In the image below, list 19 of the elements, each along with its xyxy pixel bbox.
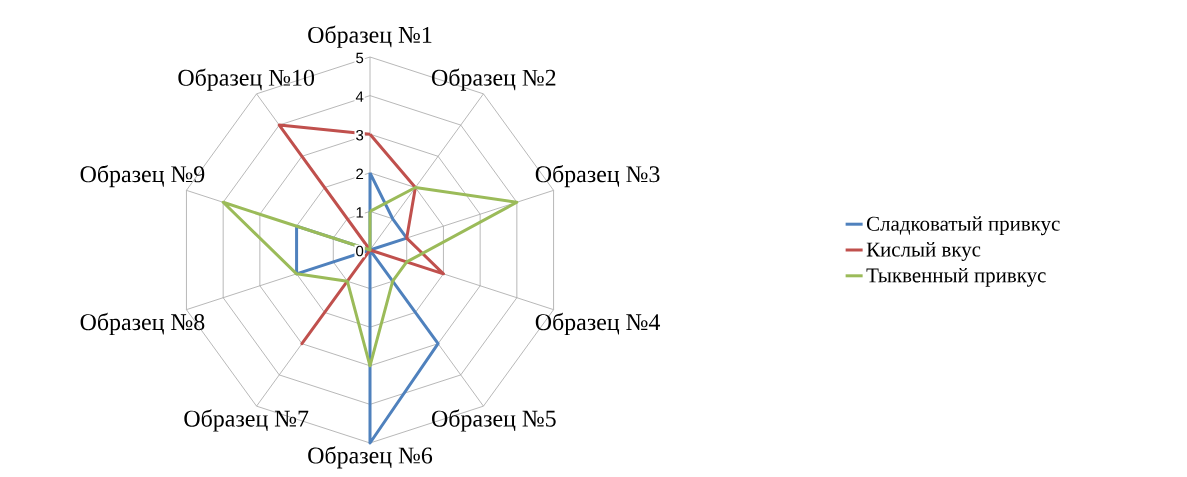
spoke-label: Образец №1 bbox=[308, 25, 432, 48]
legend-label: Сладковатый привкус bbox=[866, 216, 1060, 236]
spoke-label: Образец №5 bbox=[432, 409, 556, 432]
y-tick-label: 0 bbox=[356, 245, 364, 257]
spoke-label: Образец №7 bbox=[184, 409, 309, 432]
legend-label: Кислый вкус bbox=[866, 242, 981, 261]
spoke-label: Образец №6 bbox=[308, 446, 433, 469]
y-tick-label: 4 bbox=[355, 91, 364, 102]
spoke-label: Образец №8 bbox=[80, 312, 205, 336]
spoke-label: Образец №4 bbox=[535, 312, 661, 336]
y-tick-label: 5 bbox=[356, 52, 364, 64]
y-tick-label: 1 bbox=[356, 207, 364, 218]
spoke-label: Образец №3 bbox=[535, 164, 660, 188]
spoke-label: Образец №9 bbox=[80, 164, 205, 188]
legend-label: Тыквенный привкус bbox=[866, 267, 1046, 287]
spoke-label: Образец №2 bbox=[432, 68, 556, 91]
spoke-label: Образец №10 bbox=[178, 68, 315, 91]
y-tick-label: 3 bbox=[356, 129, 364, 141]
y-tick-label: 2 bbox=[356, 168, 364, 180]
